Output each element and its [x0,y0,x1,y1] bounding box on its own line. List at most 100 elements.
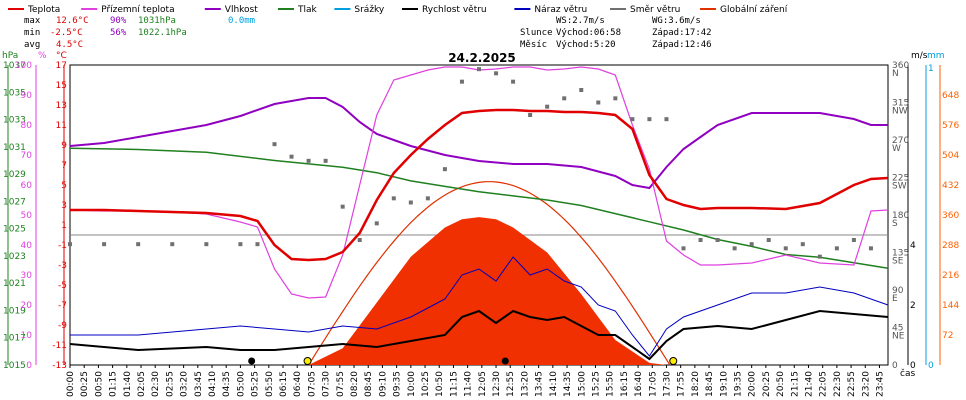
pct-tick: 60 [21,181,33,191]
x-tick-label: 21:40 [804,371,814,397]
pct-tick: 10 [21,331,33,341]
x-tick-label: 17:05 [648,371,658,397]
legend-item: Globální záření [720,5,788,15]
x-tick-label: 02:55 [165,371,175,397]
hpa-tick: 1033 [3,116,26,126]
stats-min-temp: -2.5°C [50,28,83,38]
mm-tick: 0 [928,361,934,371]
moonrise-marker [248,357,256,365]
hpa-tick: 1023 [3,252,26,262]
x-tick-label: 16:15 [620,371,630,397]
x-tick-label: 12:05 [478,371,488,397]
direction-tick: 135 [892,249,909,259]
x-tick-label: 02:05 [137,371,147,397]
x-tick-label: 11:15 [449,371,459,397]
info-moon-rise: Východ:5:20 [556,40,616,50]
hpa-tick: 1025 [3,225,26,235]
x-tick-label: 20:50 [776,371,786,397]
radiation-tick: 360 [942,211,959,221]
x-tick-label: 05:00 [236,371,246,397]
x-tick-label: 10:50 [435,371,445,397]
sunrise-marker [303,357,312,365]
direction-tick: SW [892,182,907,192]
x-tick-label: 02:30 [151,371,161,397]
x-tick-label: 13:45 [535,371,545,397]
x-tick-label: 18:45 [705,371,715,397]
hpa-tick: 1027 [3,197,26,207]
x-tick-label: 18:20 [691,371,701,397]
x-tick-label: 00:50 [94,371,104,397]
series-line-wind-gust [70,256,889,357]
x-tick-label: 04:35 [222,371,232,397]
radiation-tick: 432 [942,181,959,191]
degc-tick: 7 [61,161,67,171]
wind-direction-point [783,246,788,251]
direction-tick: 315 [892,99,909,109]
legend-item: Teplota [27,5,60,15]
pct-tick: 40 [21,241,33,251]
degc-tick: -5 [58,281,67,291]
stats-panel: max 12.6°C 90% 1031hPa 0.0mm min -2.5°C … [24,16,255,50]
wind-direction-point [851,238,856,242]
wind-direction-point [136,242,141,247]
direction-tick: E [892,294,898,304]
direction-tick: NE [892,332,905,342]
wind-direction-point [170,242,175,247]
mm-tick: 1 [928,64,934,74]
degc-tick: 9 [61,141,67,151]
ms-tick: 0 [910,361,916,371]
x-tick-label: 14:35 [563,371,573,397]
pct-tick: 50 [21,211,33,221]
hpa-axis-label: hPa [2,51,18,61]
mm-axis-label: mm [927,51,945,61]
direction-tick: 225 [892,174,909,184]
radiation-tick: 288 [942,241,959,251]
stats-max-label: max [24,16,41,26]
x-tick-label: 15:25 [591,371,601,397]
stats-max-press: 1031hPa [138,16,176,26]
info-moon-label: Měsíc [520,40,547,50]
direction-tick: 360 [892,61,909,71]
x-tick-label: 17:30 [662,371,672,397]
wind-direction-point [579,88,584,92]
x-tick-label: 21:15 [790,371,800,397]
pct-tick: 30 [21,271,33,281]
degc-tick: 1 [61,221,67,231]
x-tick-label: 22:30 [833,371,843,397]
wind-direction-point [630,117,635,122]
series-line-temperature [70,108,889,262]
wind-direction-point [613,96,618,101]
wind-direction-point [272,142,277,147]
legend-item: Tlak [297,5,318,15]
info-sun-label: Slunce [520,28,553,38]
moonset-marker [501,357,509,365]
wind-direction-point [408,200,413,205]
legend-item: Vlhkost [225,5,258,15]
x-tick-label: 05:50 [265,371,275,397]
degc-tick: 13 [56,101,67,111]
wind-direction-point [102,242,107,247]
x-tick-label: 07:05 [307,371,317,397]
wind-direction-point [562,96,567,101]
x-tick-label: 16:40 [634,371,644,397]
direction-tick: SE [892,257,904,267]
degc-tick: -9 [58,321,67,331]
pct-tick: 90 [21,91,33,101]
wind-direction-point [868,246,873,251]
ms-tick: 4 [910,241,916,251]
wind-direction-point [459,79,464,84]
legend-item: Náraz větru [534,5,587,15]
pct-tick: 70 [21,151,33,161]
direction-tick: NW [892,107,908,117]
sunset-marker [669,357,678,365]
radiation-tick: 72 [942,331,953,341]
wind-direction-point [749,242,754,247]
info-panel: WS:2.7m/s WG:3.6m/s Slunce Východ:06:58 … [520,16,712,50]
pct-tick: 20 [21,301,33,311]
hpa-tick: 1017 [3,334,26,344]
degc-tick: -13 [52,361,67,371]
wind-direction-point [238,242,243,247]
wind-direction-point [681,246,686,251]
x-tick-label: 00:25 [80,371,90,397]
x-tick-label: 03:20 [180,371,190,397]
